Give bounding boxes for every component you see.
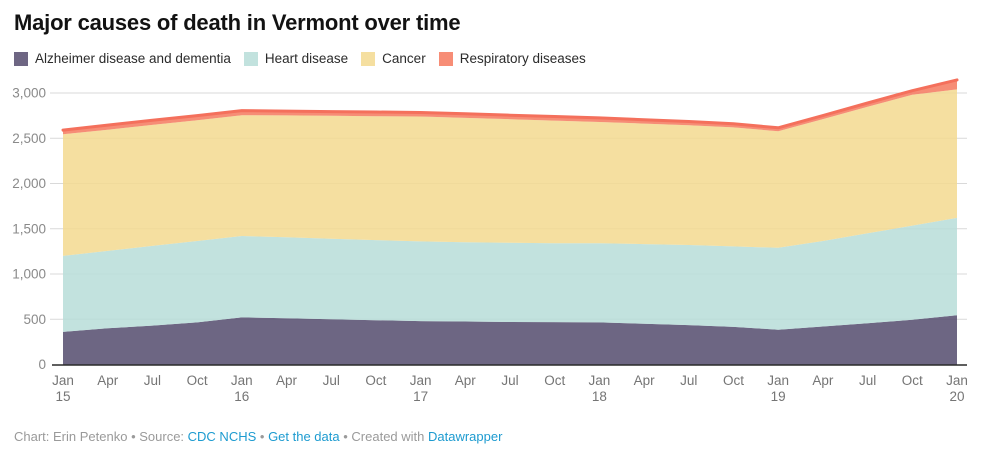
y-axis-tick-label: 1,000 [12, 267, 46, 282]
x-axis-tick-label: Oct [365, 373, 386, 388]
legend-label: Cancer [382, 51, 426, 66]
x-axis-tick-label: Jul [680, 373, 697, 388]
x-axis-tick-label: Apr [812, 373, 834, 388]
legend-label: Alzheimer disease and dementia [35, 51, 231, 66]
x-axis-year-label: 19 [771, 389, 786, 404]
legend-swatch [438, 51, 453, 66]
legend-item: Alzheimer disease and dementia [14, 51, 231, 66]
x-axis-tick-label: Oct [544, 373, 565, 388]
y-axis-tick-label: 1,500 [12, 221, 46, 236]
x-axis-tick-label: Apr [634, 373, 656, 388]
footer-created-label: Created with [351, 429, 428, 444]
x-axis-year-label: 18 [592, 389, 607, 404]
y-axis-tick-label: 500 [23, 312, 46, 327]
total-line [61, 78, 959, 132]
stacked-area-chart: 0 500 1,000 1,500 2,000 2,500 3,000 Jan 15 Apr Jul… [0, 74, 988, 410]
x-axis-tick-label: Jul [323, 373, 340, 388]
x-axis-tick-label: Jan [767, 373, 789, 388]
legend-label: Respiratory diseases [459, 51, 586, 66]
x-axis-tick-label: Jan [52, 373, 74, 388]
x-axis-tick-label: Jan [589, 373, 611, 388]
legend-item: Respiratory diseases [438, 51, 586, 66]
footer-separator: • [127, 429, 140, 444]
chart-title: Major causes of death in Vermont over ti… [14, 10, 461, 35]
x-axis-year-label: 20 [949, 389, 964, 404]
legend-swatch [14, 51, 28, 66]
footer-separator: • [339, 429, 352, 444]
x-axis-tick-label: Jan [946, 373, 968, 388]
x-axis-year-label: 15 [55, 389, 70, 404]
x-axis-tick-label: Apr [276, 373, 298, 388]
x-axis-tick-label: Jul [859, 373, 876, 388]
x-axis-tick-label: Jan [231, 373, 253, 388]
x-axis-tick-label: Apr [455, 373, 477, 388]
x-axis-tick-label: Oct [902, 373, 923, 388]
footer-separator: • [256, 429, 269, 444]
x-axis-tick-label: Oct [723, 373, 744, 388]
legend: Alzheimer disease and dementia Heart dise… [14, 51, 586, 66]
footer-byline: Chart: Erin Petenko • Source: CDC NCHS •… [14, 429, 502, 444]
get-the-data-link[interactable]: Get the data [268, 429, 340, 444]
y-axis-tick-label: 0 [38, 357, 46, 372]
x-axis-tick-label: Jul [144, 373, 161, 388]
x-axis-tick-label: Jul [501, 373, 518, 388]
y-axis-tick-label: 2,000 [12, 176, 46, 191]
x-axis-tick-label: Oct [187, 373, 208, 388]
area-cancer [63, 89, 957, 256]
x-axis-year-label: 16 [234, 389, 249, 404]
y-axis-tick-label: 3,000 [12, 86, 46, 101]
legend-item: Cancer [361, 51, 426, 66]
x-axis-year-label: 17 [413, 389, 428, 404]
x-axis-tick-label: Apr [97, 373, 119, 388]
area-alzheimer-disease-and-dementia [63, 315, 957, 365]
y-axis-tick-label: 2,500 [12, 131, 46, 146]
footer-source-label: Source: [139, 429, 188, 444]
datawrapper-link[interactable]: Datawrapper [428, 429, 503, 444]
legend-item: Heart disease [243, 51, 349, 66]
legend-label: Heart disease [264, 51, 349, 66]
footer-credit: Chart: Erin Petenko [14, 429, 128, 444]
x-axis-tick-label: Jan [410, 373, 432, 388]
source-link[interactable]: CDC NCHS [187, 429, 257, 444]
legend-swatch [243, 51, 258, 66]
legend-swatch [361, 51, 376, 66]
